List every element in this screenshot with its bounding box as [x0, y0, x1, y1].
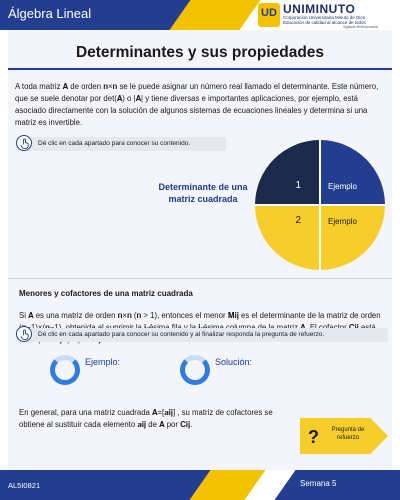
hint-banner-2: Dé clic en cada apartado para conocer su…	[16, 326, 388, 342]
hint-text-2: Dé clic en cada apartado para conocer su…	[38, 331, 325, 338]
section-subtitle: Menores y cofactores de una matriz cuadr…	[19, 289, 193, 298]
quadrant-1-button[interactable]: 1	[255, 140, 320, 205]
section-divider	[8, 278, 392, 279]
example-label: Ejemplo:	[85, 357, 121, 367]
refuerzo-label: Pregunta de refuerzo	[331, 427, 365, 441]
example-toggle-button[interactable]	[50, 355, 80, 385]
top-bar: Álgebra Lineal UD UNIMINUTO Corporación …	[0, 0, 400, 30]
document-code: AL5I0821	[8, 481, 41, 490]
intro-paragraph: A toda matriz 𝐀 de orden 𝐧×𝐧 se le puede…	[15, 82, 379, 127]
hand-click-icon	[16, 326, 32, 342]
pregunta-refuerzo-button[interactable]: ? Pregunta de refuerzo	[300, 418, 388, 454]
page-title: Determinantes y sus propiedades	[75, 44, 325, 61]
bottom-bar: AL5I0821 Semana 5	[0, 470, 400, 500]
hand-click-icon	[16, 135, 32, 151]
title-divider	[8, 68, 392, 70]
logo-line3: Vigilada MinEducación	[343, 25, 379, 29]
uniminuto-logo: UD UNIMINUTO Corporación Universitaria M…	[258, 2, 398, 29]
logo-emblem: UD	[258, 3, 280, 27]
determinant-label: Determinante de una matriz cuadrada	[158, 182, 248, 204]
general-paragraph: En general, para una matriz cuadrada 𝐀=[…	[19, 408, 273, 429]
logo-line2: Educación de calidad al alcance de todos	[283, 20, 366, 25]
quadrant-divider-horizontal	[255, 204, 385, 206]
hint-text-1: Dé clic en cada apartado para conocer su…	[38, 140, 191, 147]
logo-name: UNIMINUTO	[283, 2, 356, 16]
quadrant-1-example-button[interactable]: Ejemplo	[320, 140, 385, 205]
solution-label: Solución:	[215, 357, 253, 367]
course-title: Álgebra Lineal	[8, 6, 92, 21]
logo-line1: Corporación Universitaria Minuto de Dios	[283, 15, 366, 20]
hint-banner-1: Dé clic en cada apartado para conocer su…	[16, 135, 226, 151]
determinant-quadrant-circle: 1 Ejemplo 2 Ejemplo	[255, 140, 385, 270]
question-mark-icon: ?	[308, 427, 319, 447]
solution-toggle-button[interactable]	[180, 355, 210, 385]
quadrant-2-example-button[interactable]: Ejemplo	[320, 205, 385, 270]
quadrant-2-button[interactable]: 2	[255, 205, 320, 270]
week-label: Semana 5	[300, 479, 337, 488]
content-area: Determinantes y sus propiedades A toda m…	[8, 30, 392, 470]
